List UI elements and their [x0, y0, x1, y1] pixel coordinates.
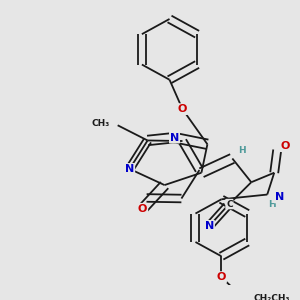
Text: N: N: [170, 133, 179, 142]
Text: N: N: [205, 221, 214, 231]
Text: N: N: [274, 192, 284, 203]
Text: O: O: [217, 272, 226, 282]
Text: H: H: [238, 146, 246, 155]
Text: H: H: [268, 200, 276, 208]
Text: N: N: [125, 164, 134, 174]
Text: O: O: [138, 204, 147, 214]
Text: O: O: [178, 104, 187, 114]
Text: O: O: [280, 141, 290, 151]
Text: CH₃: CH₃: [92, 119, 110, 128]
Text: CH₂CH₃: CH₂CH₃: [253, 293, 290, 300]
Text: C: C: [226, 200, 233, 208]
